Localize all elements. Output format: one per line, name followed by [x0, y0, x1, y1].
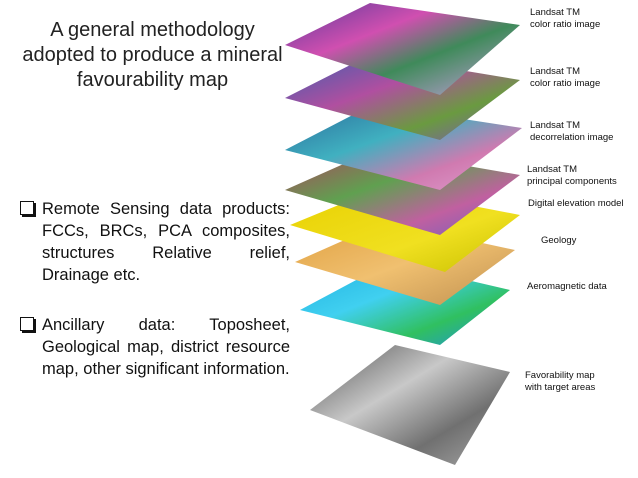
layer-label: Favorability map: [525, 370, 595, 381]
layer-label: Geology: [541, 235, 577, 246]
bullet: Remote Sensing data products: FCCs, BRCs…: [20, 198, 290, 286]
bullet: Ancillary data: Toposheet, Geological ma…: [20, 314, 290, 380]
layer-label: Aeromagnetic data: [527, 281, 607, 292]
layer: [285, 105, 522, 190]
layer-label: Digital elevation model: [528, 198, 624, 209]
title-line: adopted to produce a mineral: [22, 44, 283, 66]
layer-label: principal components: [527, 176, 617, 187]
layer-label: color ratio image: [530, 19, 600, 30]
bullet-text: Ancillary data: Toposheet, Geological ma…: [42, 316, 290, 378]
layer-label: Landsat TM: [530, 7, 580, 18]
layer-label: Landsat TM: [527, 164, 577, 175]
layer: [310, 345, 510, 465]
layer: [285, 3, 520, 95]
layer-label: Landsat TM: [530, 66, 580, 77]
layer-label: with target areas: [524, 382, 595, 393]
layer-label: Landsat TM: [530, 120, 580, 131]
bullet-text: Remote Sensing data products: FCCs, BRCs…: [42, 200, 290, 284]
title-line: A general methodology: [50, 19, 255, 41]
bullet-icon: [20, 317, 34, 331]
title: A general methodology adopted to produce…: [10, 18, 295, 93]
layer-labels: Landsat TM color ratio image Landsat TM …: [524, 7, 624, 393]
layer-label: decorrelation image: [530, 132, 613, 143]
layer-label: color ratio image: [530, 78, 600, 89]
bullet-icon: [20, 201, 34, 215]
layers: [285, 3, 522, 465]
title-line: favourability map: [76, 69, 229, 91]
